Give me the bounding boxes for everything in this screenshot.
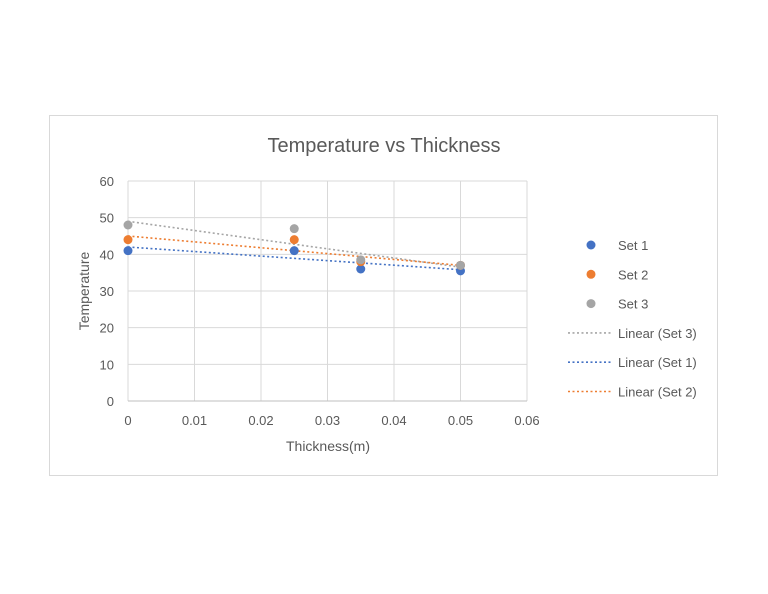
data-point (123, 220, 133, 230)
y-tick-label: 50 (100, 211, 114, 226)
y-tick-label: 60 (100, 174, 114, 189)
data-point (356, 264, 366, 274)
y-tick-label: 30 (100, 284, 114, 299)
y-axis-title: Temperature (76, 251, 92, 330)
legend-marker (586, 240, 596, 250)
chart-title: Temperature vs Thickness (267, 135, 500, 157)
data-points (123, 220, 465, 276)
trendline (127, 220, 461, 268)
legend-label: Set 2 (618, 267, 648, 282)
legend-marker (586, 299, 596, 309)
grid (127, 180, 528, 402)
legend-label: Set 3 (618, 297, 648, 312)
legend-marker (586, 269, 596, 279)
x-tick-label: 0.06 (514, 413, 539, 428)
data-point (289, 235, 299, 245)
legend-label: Linear (Set 3) (618, 326, 697, 341)
x-tick-label: 0.02 (248, 413, 273, 428)
x-tick-label: 0.05 (448, 413, 473, 428)
x-tick-label: 0.01 (182, 413, 207, 428)
data-point (123, 246, 133, 256)
legend-label: Linear (Set 2) (618, 385, 697, 400)
x-tick-label: 0.04 (381, 413, 406, 428)
legend-label: Set 1 (618, 238, 648, 253)
x-axis-title: Thickness(m) (286, 438, 370, 454)
x-tick-label: 0 (124, 413, 131, 428)
y-tick-label: 10 (100, 357, 114, 372)
data-point (289, 246, 299, 256)
y-tick-label: 40 (100, 247, 114, 262)
legend-label: Linear (Set 1) (618, 355, 697, 370)
legend: Set 1 Set 2 Set 3 Linear (Set 3) Linear (Set… (568, 238, 697, 400)
data-point (289, 224, 299, 234)
trendline (127, 246, 461, 271)
y-tick-label: 0 (107, 394, 114, 409)
data-point (356, 255, 366, 265)
data-point (456, 260, 465, 270)
x-tick-label: 0.03 (315, 413, 340, 428)
y-tick-label: 20 (100, 321, 114, 336)
data-point (123, 235, 133, 245)
chart-frame: Temperature vs Thickness 0 10 20 30 40 50 60 0 0… (49, 115, 718, 476)
tick-labels: 0 10 20 30 40 50 60 0 0.01 0.02 0.03 0.04 0.05 0.06 (100, 174, 540, 428)
